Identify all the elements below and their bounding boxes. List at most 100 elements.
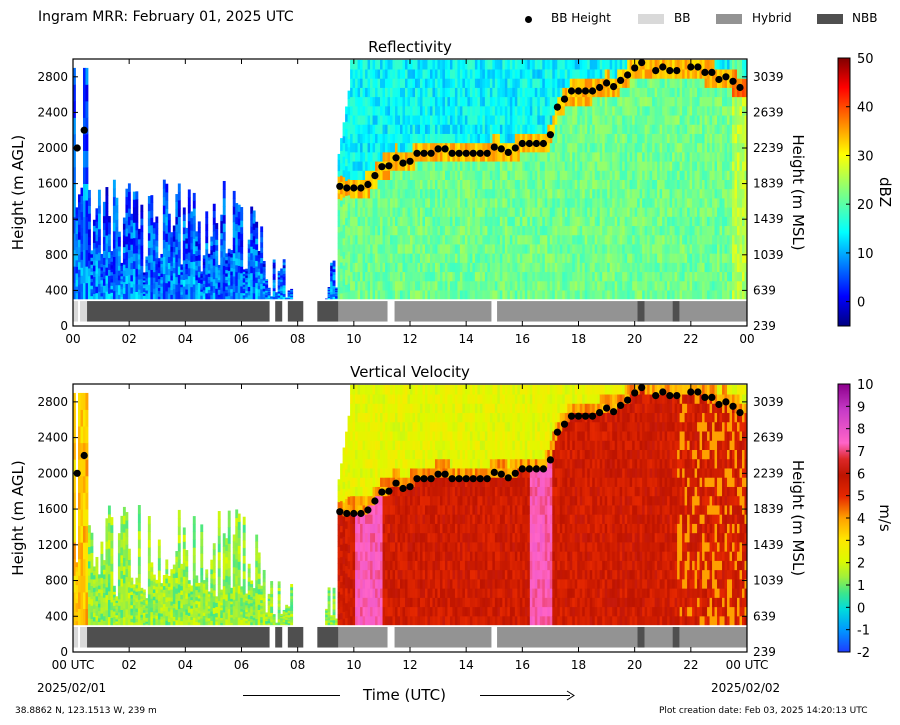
colorbar-tick-label: 6: [857, 467, 865, 482]
refl-bb-type-segment: [317, 301, 339, 322]
refl-bb-height-point: [715, 75, 723, 84]
refl-bb-height-point: [406, 157, 414, 165]
vvel-bb-height-point: [532, 465, 541, 473]
vvel-bb-height-point: [413, 475, 421, 483]
vvel-bb-height-point: [701, 393, 709, 401]
vvel-bb-height-point: [483, 475, 491, 483]
vvel-bb-height-point: [736, 409, 744, 417]
vvel-bb-height-point: [673, 392, 681, 400]
vvel-bb-height-point: [603, 404, 611, 412]
refl-bb-height-point: [448, 149, 456, 157]
refl-bb-height-point: [581, 87, 590, 95]
y-tick-label-right: 1839: [753, 502, 784, 516]
legend-hybrid-swatch: [716, 14, 742, 24]
refl-bb-height-point: [525, 139, 534, 148]
y-tick-label: 2800: [37, 70, 68, 84]
refl-bb-height-point: [624, 71, 632, 79]
refl-bb-height-point: [392, 154, 400, 162]
vvel-bb-type-segment: [497, 626, 638, 648]
refl-bb-type-segment: [637, 301, 645, 322]
refl-bb-height-point: [483, 149, 491, 157]
y-tick-label-right: 3039: [753, 395, 784, 409]
vvel-bb-height-point: [666, 392, 674, 400]
vvel-bb-height-point: [490, 468, 498, 476]
vvel-ylabel-right: Height (m MSL): [789, 460, 807, 576]
y-tick-label-right: 1839: [753, 177, 784, 191]
y-tick-label: 2400: [37, 431, 68, 445]
vvel-bb-type-segment: [679, 626, 747, 648]
y-tick-label-right: 2639: [753, 105, 784, 119]
y-tick-label-right: 1039: [753, 574, 784, 588]
vvel-bb-height-point: [610, 408, 618, 416]
x-tick-label: 00: [65, 332, 80, 346]
vvel-bb-height-point: [546, 456, 555, 464]
colorbar-tick-label: 8: [857, 423, 865, 438]
vvel-bb-type-segment: [394, 626, 492, 648]
y-tick-label-right: 3039: [753, 70, 784, 84]
vvel-bb-height-point: [631, 389, 639, 397]
vvel-bb-height-point: [336, 508, 344, 516]
vvel-bb-height-point: [469, 475, 477, 483]
vvel-bb-height-point: [364, 506, 372, 514]
y-tick-label-right: 1439: [753, 212, 784, 226]
x-tick-label: 16: [515, 658, 530, 672]
refl-bb-height-point: [673, 67, 681, 75]
vvel-bb-height-point: [504, 474, 512, 482]
legend-nbb-label: NBB: [852, 11, 878, 25]
footer-location: 38.8862 N, 123.1513 W, 239 m: [15, 706, 157, 716]
colorbar-tick-label: -1: [857, 624, 870, 639]
footer-date-right: 2025/02/02: [711, 681, 781, 695]
refl-bb-height-point: [378, 163, 386, 171]
vvel-bb-height-point: [518, 465, 526, 473]
refl-bb-height-point: [420, 149, 428, 157]
refl-bb-type-segment: [275, 301, 283, 322]
refl-bb-type-segment: [394, 301, 492, 322]
x-tick-label: 12: [402, 332, 417, 346]
y-tick-label: 2000: [37, 466, 68, 480]
refl-bb-height-point: [343, 184, 351, 192]
vvel-bb-height-point: [539, 465, 548, 473]
x-tick-label: 18: [571, 658, 586, 672]
vvel-bb-height-point: [596, 409, 604, 417]
vvel-bb-type-segment: [637, 626, 645, 648]
vvel-bb-height-point: [715, 400, 723, 409]
refl-bb-height-point: [546, 131, 555, 139]
vvel-bb-height-point: [399, 484, 407, 493]
vvel-bb-height-point: [434, 470, 442, 478]
legend-bb-height-marker: [525, 16, 532, 23]
refl-bb-height-point: [617, 76, 625, 84]
x-tick-label: 02: [122, 332, 137, 346]
x-tick-label: 16: [515, 332, 530, 346]
vvel-bb-height-point: [687, 388, 695, 396]
refl-bb-height-point: [80, 126, 88, 134]
x-tick-label: 08: [290, 332, 305, 346]
x-tick-label: 00: [739, 332, 754, 346]
vvel-bb-height-point: [462, 475, 470, 483]
colorbar-tick-label: 50: [857, 52, 874, 67]
x-tick-label: 12: [402, 658, 417, 672]
vvel-bb-type-segment: [644, 626, 673, 648]
refl-bb-height-point: [336, 182, 344, 190]
refl-bb-type-segment: [87, 301, 270, 322]
x-tick-label: 08: [290, 658, 305, 672]
y-tick-label-right: 239: [753, 645, 776, 659]
x-tick-label: 02: [122, 658, 137, 672]
colorbar-tick-label: 9: [857, 400, 865, 415]
x-tick-label: 22: [683, 332, 698, 346]
refl-bb-height-point: [574, 87, 583, 95]
vvel-bb-height-point: [392, 479, 400, 487]
refl-bb-height-point: [560, 95, 569, 103]
footer-creation-date: Plot creation date: Feb 03, 2025 14:20:1…: [659, 706, 868, 716]
vvel-bb-type-segment: [73, 626, 79, 648]
vvel-bb-height-point: [525, 465, 534, 473]
x-tick-label: 14: [459, 332, 474, 346]
colorbar-tick-label: 5: [857, 490, 865, 505]
vvel-bb-height-point: [574, 412, 583, 420]
refl-bb-height-point: [399, 159, 407, 167]
vvel-bb-height-point: [567, 412, 576, 420]
refl-bb-height-point: [553, 103, 562, 111]
vvel-bb-height-point: [455, 475, 463, 483]
refl-colorbar: [837, 57, 851, 327]
x-tick-label: 14: [459, 658, 474, 672]
